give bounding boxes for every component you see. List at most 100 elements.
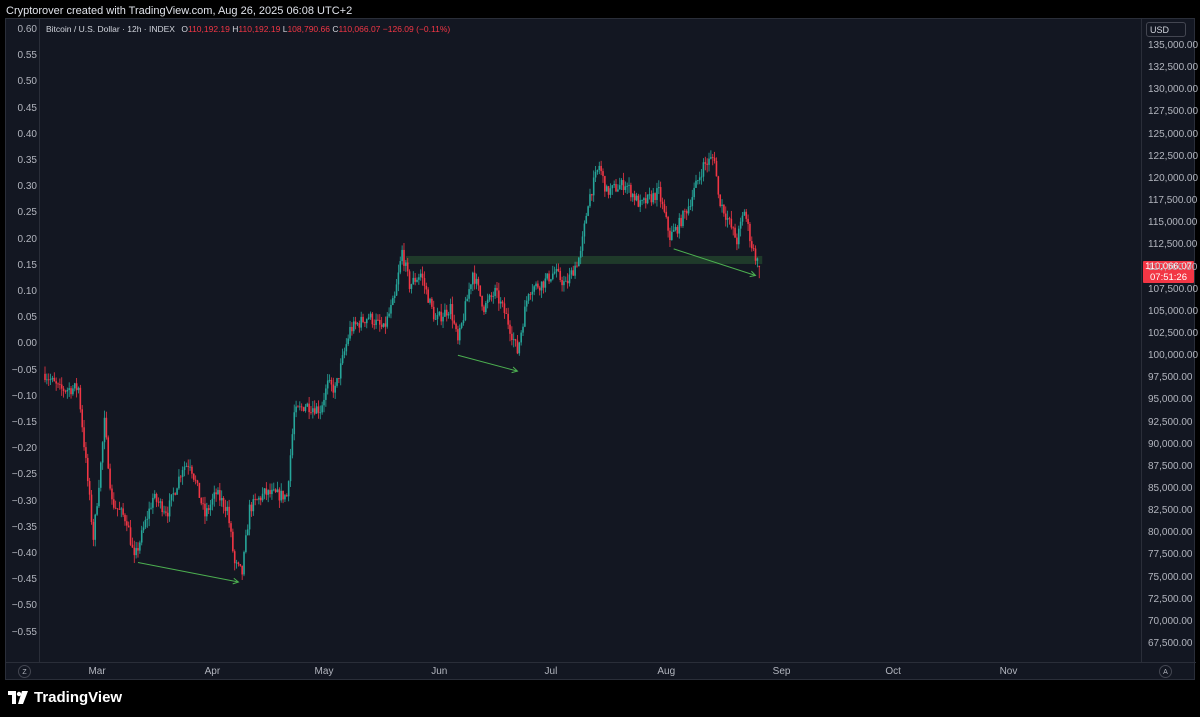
time-scale-tick: Jun — [431, 666, 448, 677]
candle-body — [265, 488, 268, 495]
open-key: O — [181, 24, 188, 34]
symbol-title: Bitcoin / U.S. Dollar · 12h · INDEX — [46, 24, 175, 34]
candle-body — [613, 184, 615, 186]
left-scale-tick: 0.60 — [17, 24, 37, 35]
candle-body — [436, 314, 439, 320]
divergence-arrow[interactable] — [457, 354, 518, 372]
candle-body — [347, 338, 349, 345]
price-plot-area[interactable] — [40, 19, 1141, 662]
candle-body — [293, 412, 296, 435]
candle-body — [382, 323, 385, 327]
candle-body — [652, 193, 655, 203]
candle-body — [245, 535, 247, 553]
candle-body — [514, 339, 517, 341]
candle-body — [166, 512, 169, 517]
candle-body — [544, 278, 547, 288]
candle-body — [453, 320, 455, 324]
candle-body — [176, 488, 178, 495]
candle-body — [390, 304, 392, 314]
left-scale-tick: 0.45 — [17, 102, 37, 114]
candle-body — [70, 388, 72, 395]
candle-body — [624, 186, 627, 190]
price-scale[interactable]: USD 110,066.07 07:51:26 135,000.00 132,50… — [1141, 19, 1199, 662]
low-key: L — [282, 24, 288, 34]
low-value: 108,790.66 — [287, 24, 330, 34]
candle-body — [542, 281, 545, 288]
candle-body — [397, 272, 400, 285]
candle-body — [86, 457, 89, 482]
time-scale-tick: Jul — [544, 666, 558, 677]
divergence-arrow[interactable] — [673, 248, 756, 276]
high-value: 110,192.19 — [238, 24, 281, 34]
candle-body — [332, 384, 335, 393]
candle-body — [643, 198, 645, 201]
symbol-legend: Bitcoin / U.S. Dollar · 12h · INDEX O 110… — [46, 24, 450, 34]
candle-body — [419, 273, 422, 278]
candle-body — [137, 548, 139, 551]
candle-body — [286, 495, 288, 497]
log-scale-toggle-button[interactable]: Z — [18, 665, 31, 678]
candle-body — [232, 531, 234, 552]
candle-body — [458, 327, 461, 341]
candle-body — [399, 261, 402, 273]
candle-body — [550, 279, 552, 282]
candle-body — [697, 180, 699, 182]
candle-body — [338, 378, 340, 379]
time-scale[interactable]: Z A Mar Apr May Jun Jul Aug Sep Oct Nov — [6, 662, 1196, 680]
candle-body — [754, 248, 757, 261]
candle-body — [263, 488, 266, 494]
candle-body — [395, 284, 398, 296]
candle-body — [708, 158, 710, 165]
candle-body — [695, 180, 697, 188]
price-scale-tick: 80,000.00 — [1148, 527, 1193, 539]
price-scale-tick: 97,500.00 — [1148, 372, 1193, 384]
candle-body — [557, 268, 560, 271]
auto-scale-button[interactable]: A — [1159, 665, 1172, 678]
candle-body — [380, 324, 383, 327]
candle-body — [548, 273, 550, 282]
candle-body — [585, 215, 588, 224]
candle-body — [243, 552, 245, 575]
candle-body — [388, 313, 390, 317]
left-scale-tick: 0.25 — [17, 207, 37, 219]
candle-body — [609, 188, 612, 195]
change-value: −126.09 (−0.11%) — [382, 24, 451, 34]
candle-body — [219, 490, 221, 501]
chart-frame[interactable]: 0.60 0.55 0.50 0.45 0.40 0.35 0.30 0.25 0.20 0.15… — [5, 18, 1199, 680]
candle-body — [540, 281, 543, 291]
candle-body — [752, 248, 755, 250]
candle-body — [630, 184, 632, 198]
candle-body — [351, 326, 353, 332]
time-scale-tick: Aug — [657, 666, 676, 677]
candle-body — [367, 317, 370, 320]
divergence-arrow[interactable] — [137, 562, 239, 583]
candle-body — [658, 187, 660, 189]
candle-body — [271, 489, 273, 495]
candle-body — [129, 527, 132, 545]
candle-body — [150, 507, 152, 509]
candle-body — [568, 274, 571, 284]
candle-body — [92, 521, 95, 540]
candle-body — [661, 201, 664, 205]
candle-body — [246, 529, 249, 536]
candle-body — [594, 171, 597, 178]
candle-body — [88, 481, 91, 495]
candle-body — [222, 498, 225, 508]
currency-button[interactable]: USD — [1146, 22, 1186, 37]
price-scale-tick: 105,000.00 — [1148, 305, 1199, 317]
tradingview-logo[interactable]: TradingView — [8, 689, 122, 706]
candle-body — [704, 162, 707, 164]
candle-body — [77, 387, 80, 391]
candle-body — [749, 223, 751, 242]
candle-body — [505, 312, 508, 314]
left-scale[interactable]: 0.60 0.55 0.50 0.45 0.40 0.35 0.30 0.25 0.20 0.15… — [6, 19, 40, 662]
price-scale-tick: 127,500.00 — [1148, 106, 1199, 118]
candle-body — [566, 280, 569, 284]
resistance-zone[interactable] — [405, 255, 763, 264]
candle-body — [157, 501, 160, 503]
candle-body — [408, 271, 411, 289]
candle-body — [170, 494, 173, 501]
left-scale-tick: 0.15 — [17, 259, 37, 271]
candle-body — [462, 320, 465, 324]
candle-body — [334, 385, 336, 393]
